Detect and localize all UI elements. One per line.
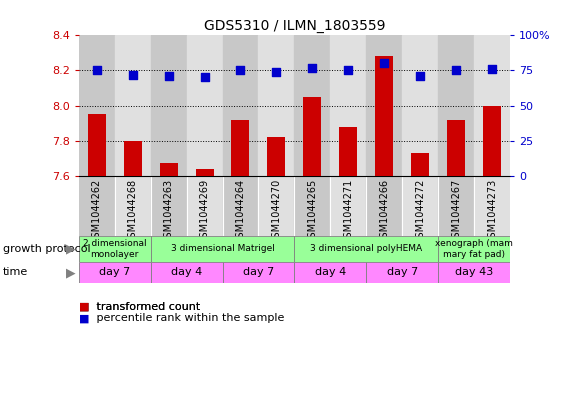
Text: day 7: day 7 xyxy=(243,267,274,277)
Text: ▶: ▶ xyxy=(66,266,76,279)
Bar xyxy=(150,176,187,236)
Bar xyxy=(474,35,510,176)
Text: growth protocol: growth protocol xyxy=(3,244,90,254)
Text: day 7: day 7 xyxy=(387,267,418,277)
Bar xyxy=(79,176,115,236)
Text: GSM1044273: GSM1044273 xyxy=(487,179,497,244)
Point xyxy=(308,64,317,71)
Bar xyxy=(483,106,501,176)
Text: 3 dimensional Matrigel: 3 dimensional Matrigel xyxy=(171,244,275,253)
Point xyxy=(487,66,497,72)
Text: GSM1044268: GSM1044268 xyxy=(128,179,138,244)
Text: 3 dimensional polyHEMA: 3 dimensional polyHEMA xyxy=(310,244,422,253)
Bar xyxy=(187,176,223,236)
Bar xyxy=(223,262,294,283)
Bar xyxy=(331,35,366,176)
Text: ■: ■ xyxy=(79,301,89,312)
Bar xyxy=(474,176,510,236)
Text: ▶: ▶ xyxy=(66,242,76,255)
Text: GSM1044263: GSM1044263 xyxy=(164,179,174,244)
Bar xyxy=(447,119,465,176)
Text: time: time xyxy=(3,267,28,277)
Point xyxy=(92,67,101,73)
Bar xyxy=(231,119,250,176)
Text: percentile rank within the sample: percentile rank within the sample xyxy=(93,313,285,323)
Text: GSM1044272: GSM1044272 xyxy=(415,179,425,244)
Bar xyxy=(79,236,150,262)
Text: GSM1044269: GSM1044269 xyxy=(199,179,209,244)
Bar xyxy=(115,176,150,236)
Bar xyxy=(150,262,223,283)
Point xyxy=(416,73,425,79)
Bar xyxy=(375,57,394,176)
Text: GSM1044267: GSM1044267 xyxy=(451,179,461,244)
Bar xyxy=(268,137,286,176)
Point xyxy=(272,69,281,75)
Bar xyxy=(339,127,357,176)
Bar xyxy=(115,35,150,176)
Point xyxy=(164,73,173,79)
Text: ■  transformed count: ■ transformed count xyxy=(79,301,200,312)
Bar xyxy=(438,236,510,262)
Bar xyxy=(294,262,366,283)
Bar xyxy=(294,236,438,262)
Bar xyxy=(195,169,213,176)
Text: ■: ■ xyxy=(79,313,89,323)
Title: GDS5310 / ILMN_1803559: GDS5310 / ILMN_1803559 xyxy=(203,19,385,33)
Text: GSM1044270: GSM1044270 xyxy=(272,179,282,244)
Point xyxy=(380,60,389,66)
Bar xyxy=(294,176,331,236)
Point xyxy=(344,67,353,73)
Text: transformed count: transformed count xyxy=(93,301,201,312)
Text: GSM1044264: GSM1044264 xyxy=(236,179,245,244)
Text: GSM1044262: GSM1044262 xyxy=(92,179,101,244)
Bar xyxy=(402,35,438,176)
Bar xyxy=(258,35,294,176)
Bar xyxy=(411,153,429,176)
Bar xyxy=(223,35,258,176)
Point xyxy=(200,74,209,81)
Bar xyxy=(438,262,510,283)
Bar xyxy=(258,176,294,236)
Bar xyxy=(402,176,438,236)
Bar xyxy=(438,35,474,176)
Point xyxy=(236,67,245,73)
Bar xyxy=(79,35,115,176)
Bar xyxy=(331,176,366,236)
Text: day 7: day 7 xyxy=(99,267,130,277)
Bar xyxy=(124,141,142,176)
Bar xyxy=(150,35,187,176)
Bar xyxy=(366,176,402,236)
Bar xyxy=(223,176,258,236)
Bar xyxy=(87,114,106,176)
Point xyxy=(128,72,138,78)
Bar xyxy=(438,176,474,236)
Bar xyxy=(160,163,178,176)
Text: GSM1044271: GSM1044271 xyxy=(343,179,353,244)
Bar xyxy=(79,262,150,283)
Text: day 4: day 4 xyxy=(315,267,346,277)
Bar xyxy=(303,97,321,176)
Bar xyxy=(150,236,294,262)
Text: GSM1044266: GSM1044266 xyxy=(380,179,389,244)
Bar xyxy=(294,35,331,176)
Bar xyxy=(187,35,223,176)
Text: day 43: day 43 xyxy=(455,267,493,277)
Text: GSM1044265: GSM1044265 xyxy=(307,179,317,244)
Bar xyxy=(366,262,438,283)
Text: 2 dimensional
monolayer: 2 dimensional monolayer xyxy=(83,239,146,259)
Point xyxy=(451,67,461,73)
Text: xenograph (mam
mary fat pad): xenograph (mam mary fat pad) xyxy=(436,239,513,259)
Text: day 4: day 4 xyxy=(171,267,202,277)
Bar xyxy=(366,35,402,176)
